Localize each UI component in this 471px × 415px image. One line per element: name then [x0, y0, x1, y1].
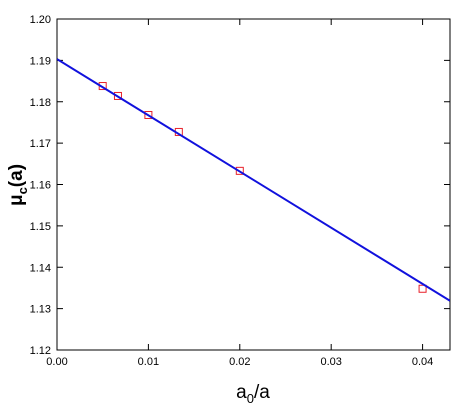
y-tick-label: 1.17 — [30, 138, 51, 150]
plot-frame — [56, 18, 451, 351]
y-tick-label: 1.20 — [30, 14, 51, 26]
x-axis-label: a0/a — [236, 382, 270, 406]
y-tick-label: 1.15 — [30, 221, 51, 233]
y-tick-label: 1.12 — [30, 345, 51, 357]
x-tick-label: 0.01 — [138, 356, 159, 368]
y-tick-label: 1.18 — [30, 97, 51, 109]
y-tick-label: 1.14 — [30, 262, 51, 274]
y-tick-label: 1.16 — [30, 180, 51, 192]
data-point — [235, 166, 244, 175]
x-tick-label: 0.04 — [412, 356, 433, 368]
y-axis-label: μc(a) — [6, 164, 30, 206]
x-label-rest: /a — [254, 382, 270, 403]
data-point — [144, 110, 153, 119]
fit-line — [57, 58, 450, 302]
x-label-sub: 0 — [247, 391, 254, 406]
data-point — [113, 91, 122, 100]
y-label-main: μ — [6, 194, 27, 206]
y-label-sub: c — [15, 187, 30, 194]
x-tick-label: 0.02 — [229, 356, 250, 368]
x-label-main: a — [236, 382, 247, 403]
y-tick-label: 1.19 — [30, 55, 51, 67]
data-point — [418, 284, 427, 293]
x-tick-label: 0.00 — [46, 356, 67, 368]
y-tick-label: 1.13 — [30, 304, 51, 316]
y-label-rest: (a) — [6, 164, 27, 187]
x-tick-label: 0.03 — [320, 356, 341, 368]
